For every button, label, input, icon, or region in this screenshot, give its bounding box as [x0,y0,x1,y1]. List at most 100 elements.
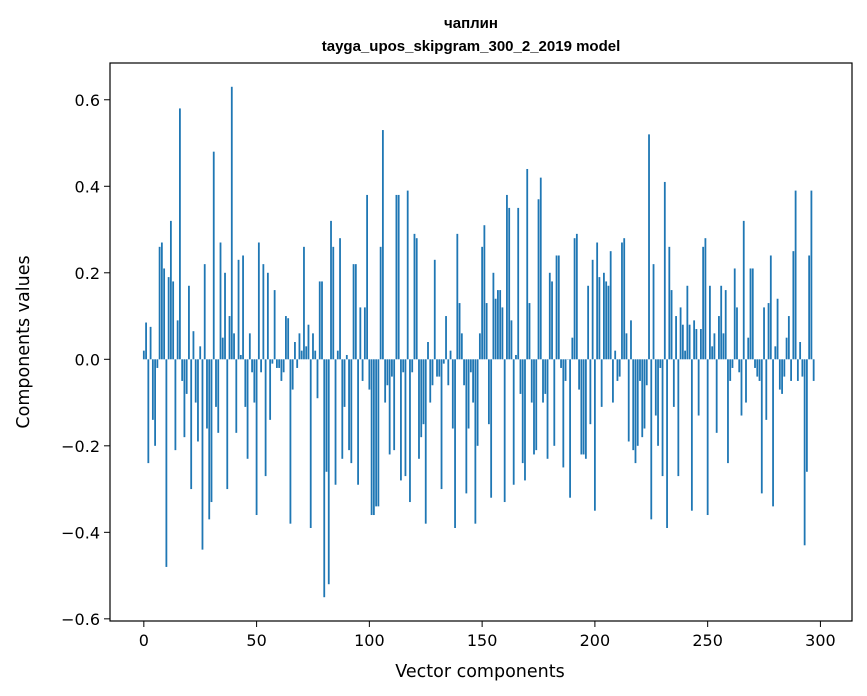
bar-100 [368,359,371,390]
bar-44 [242,255,244,360]
bar-168 [521,359,524,464]
bar-260 [729,359,732,381]
bar-110 [391,359,393,377]
bar-29 [208,359,211,520]
bar-223 [645,359,648,386]
bar-111 [393,359,396,451]
bar-19 [185,359,188,394]
bar-81 [325,359,328,472]
x-tick-label-150: 150 [467,631,498,650]
bar-78 [318,281,321,360]
bar-191 [573,238,576,360]
bar-3 [149,326,152,360]
bar-236 [675,316,677,360]
x-tick-label-100: 100 [354,631,385,650]
bar-256 [720,285,723,360]
bar-281 [776,298,779,360]
bar-183 [555,255,558,360]
bar-179 [546,359,549,459]
y-tick-label-0: −0.6 [61,610,100,629]
bar-0 [142,350,145,360]
bar-114 [400,359,402,481]
bar-279 [772,359,774,507]
bar-252 [711,346,714,360]
bar-61 [280,359,283,381]
bar-287 [790,359,792,381]
bar-149 [478,333,481,360]
bar-222 [643,359,646,429]
bar-113 [397,194,400,360]
plot-frame [109,62,853,622]
bar-43 [239,354,242,360]
bar-4 [151,359,154,420]
bar-135 [447,359,450,386]
bar-156 [494,298,497,360]
bar-130 [436,359,438,377]
bar-216 [630,320,632,360]
bar-206 [607,285,610,360]
bar-5 [154,359,156,446]
bar-134 [445,316,447,360]
bar-14 [174,359,177,451]
bar-15 [176,320,179,360]
x-axis-label: Vector components [395,662,564,682]
bar-30 [210,359,213,503]
bar-268 [747,337,750,360]
bar-157 [497,290,499,360]
bar-18 [183,359,186,438]
bar-121 [415,238,418,360]
bar-198 [589,359,592,425]
bar-170 [526,168,529,360]
bar-162 [508,207,511,360]
bar-176 [539,177,542,360]
bar-278 [769,255,772,360]
bar-128 [431,359,434,386]
bar-52 [260,359,262,373]
bar-285 [785,337,788,360]
bar-39 [230,86,233,360]
bar-213 [623,238,626,360]
bar-201 [596,242,599,360]
bar-16 [179,108,181,360]
chart-title-line-1: чаплин [444,15,498,32]
bar-90 [345,354,348,360]
bar-series [142,86,815,598]
bar-34 [219,242,222,360]
bar-161 [506,194,508,360]
chart-title-line-2: tayga_upos_skipgram_300_2_2019 model [322,38,621,55]
bar-264 [738,359,741,373]
bar-283 [781,359,783,394]
bar-293 [803,359,806,546]
bar-40 [233,333,235,360]
bar-266 [742,220,745,360]
bar-193 [578,359,580,390]
bar-275 [763,307,765,360]
bar-92 [350,359,353,464]
bar-117 [406,190,409,360]
bar-138 [454,359,456,528]
bar-148 [476,359,479,446]
bar-288 [792,251,795,360]
bar-145 [469,359,472,373]
bar-200 [593,359,596,511]
bar-180 [548,272,551,360]
bar-58 [273,290,276,360]
bar-237 [677,359,680,477]
bar-88 [341,359,344,459]
bar-137 [451,359,454,429]
bar-68 [296,359,299,368]
bar-174 [535,359,538,451]
bar-62 [282,359,285,373]
bar-96 [359,307,362,360]
bar-273 [758,359,761,381]
bar-204 [603,272,605,360]
bar-37 [226,359,229,490]
bar-125 [424,359,427,524]
bar-261 [731,359,734,368]
bar-258 [724,290,727,360]
bar-210 [616,359,619,381]
bar-50 [255,359,258,516]
bar-197 [587,285,590,360]
bar-245 [695,329,698,360]
bar-22 [192,331,195,360]
